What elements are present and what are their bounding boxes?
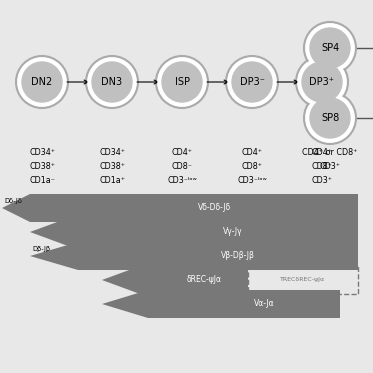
Circle shape xyxy=(306,24,354,72)
Text: CD34⁺: CD34⁺ xyxy=(99,148,125,157)
Text: Vγ-Jγ: Vγ-Jγ xyxy=(223,228,243,236)
Text: DN2: DN2 xyxy=(31,77,53,87)
Circle shape xyxy=(22,62,62,102)
Text: CD8⁻: CD8⁻ xyxy=(172,162,192,171)
Text: CD4⁺: CD4⁺ xyxy=(172,148,192,157)
Text: CD3⁻ˡᵒʷ: CD3⁻ˡᵒʷ xyxy=(167,176,197,185)
Text: CD4⁺ or CD8⁺: CD4⁺ or CD8⁺ xyxy=(302,148,358,157)
Circle shape xyxy=(228,58,276,106)
Polygon shape xyxy=(30,218,358,246)
Polygon shape xyxy=(102,290,340,318)
Text: TRECδREC-ψJα: TRECδREC-ψJα xyxy=(280,278,326,282)
Circle shape xyxy=(310,98,350,138)
Text: CD1a⁺: CD1a⁺ xyxy=(99,176,125,185)
Circle shape xyxy=(306,94,354,142)
Text: SP4: SP4 xyxy=(321,43,339,53)
Text: Vδ-Dδ-Jδ: Vδ-Dδ-Jδ xyxy=(197,204,231,213)
Text: Dβ-Jβ: Dβ-Jβ xyxy=(32,246,50,252)
Circle shape xyxy=(232,62,272,102)
Polygon shape xyxy=(2,194,358,222)
Text: CD3⁺: CD3⁺ xyxy=(311,176,332,185)
Text: CD38⁺: CD38⁺ xyxy=(29,162,55,171)
Text: DN3: DN3 xyxy=(101,77,123,87)
Polygon shape xyxy=(30,242,358,270)
Circle shape xyxy=(92,62,132,102)
Text: CD4⁺: CD4⁺ xyxy=(241,148,263,157)
Text: DP3⁻: DP3⁻ xyxy=(239,77,264,87)
Polygon shape xyxy=(102,266,248,294)
Text: CD8⁺: CD8⁺ xyxy=(241,162,263,171)
Text: CD4⁺: CD4⁺ xyxy=(311,148,332,157)
Text: ISP: ISP xyxy=(175,77,189,87)
Text: δREC-ψJα: δREC-ψJα xyxy=(186,276,222,285)
Text: CD8⁺: CD8⁺ xyxy=(311,162,332,171)
Circle shape xyxy=(162,62,202,102)
Circle shape xyxy=(298,58,346,106)
Text: CD3⁻ˡᵒʷ: CD3⁻ˡᵒʷ xyxy=(237,176,267,185)
Text: Vα-Jα: Vα-Jα xyxy=(254,300,274,308)
Text: DP3⁺: DP3⁺ xyxy=(310,77,335,87)
Circle shape xyxy=(158,58,206,106)
Circle shape xyxy=(18,58,66,106)
Circle shape xyxy=(88,58,136,106)
Text: CD34⁺: CD34⁺ xyxy=(29,148,55,157)
Text: CD38⁺: CD38⁺ xyxy=(99,162,125,171)
Text: Vβ-Dβ-Jβ: Vβ-Dβ-Jβ xyxy=(221,251,255,260)
Text: CD1a⁻: CD1a⁻ xyxy=(29,176,55,185)
Text: Dδ-Jδ: Dδ-Jδ xyxy=(4,198,22,204)
Text: SP8: SP8 xyxy=(321,113,339,123)
Circle shape xyxy=(302,62,342,102)
Text: CD3⁺: CD3⁺ xyxy=(320,162,341,171)
Circle shape xyxy=(310,28,350,68)
